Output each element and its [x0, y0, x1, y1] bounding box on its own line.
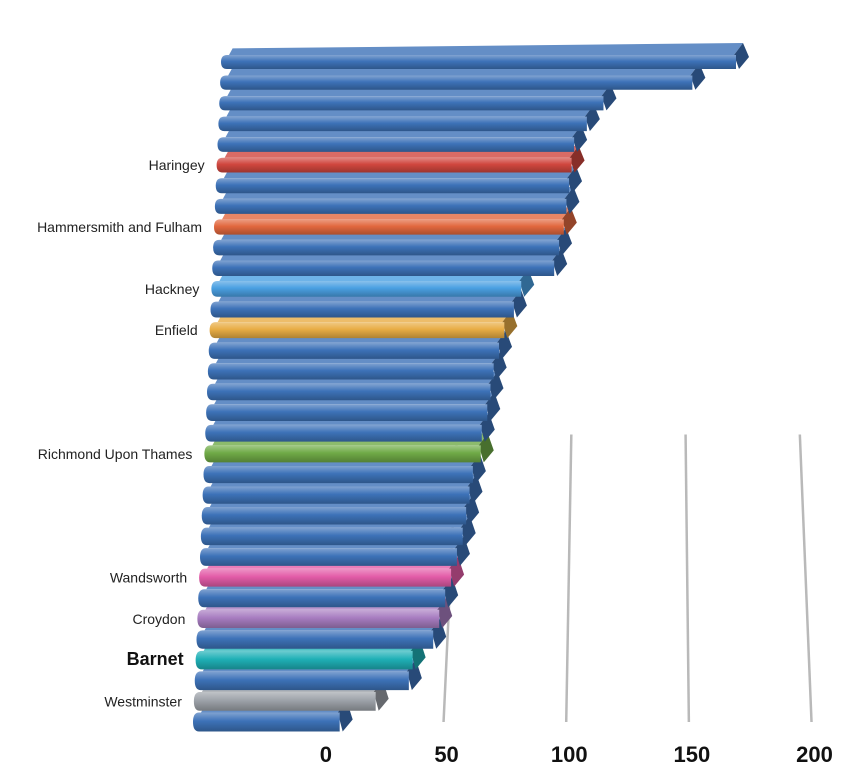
bar-end: [557, 227, 573, 256]
category-label-richmond-upon-thames: Richmond Upon Thames: [38, 446, 193, 462]
bar-end: [552, 248, 568, 277]
category-label-wandsworth: Wandsworth: [110, 570, 187, 586]
category-label-hackney: Hackney: [145, 281, 199, 297]
bar-face: [200, 527, 463, 546]
category-labels: Westminster Barnet Croydon Wandsworth Richmo…: [37, 157, 205, 709]
bar-end: [561, 207, 577, 235]
bar-face: [196, 630, 434, 649]
bar-face: [194, 671, 409, 691]
bar-face: [198, 589, 446, 608]
bar-face: [207, 363, 494, 380]
bar-face: [199, 568, 452, 587]
bar-end: [572, 125, 588, 152]
x-tick-label-50: 50: [434, 742, 458, 767]
bar-end: [690, 63, 706, 90]
bar-end: [569, 145, 585, 173]
x-axis-tick-labels: 0 50 100 150 200: [320, 742, 833, 767]
bar-face: [210, 301, 514, 318]
bar-face: [217, 137, 575, 152]
bar-face: [219, 96, 604, 111]
bars: [193, 43, 749, 732]
bar-face: [207, 383, 491, 401]
bar-face: [220, 75, 693, 90]
category-label-hammersmith-and-fulham: Hammersmith and Fulham: [37, 219, 202, 235]
bar: [221, 43, 749, 69]
x-tick-label-100: 100: [551, 742, 588, 767]
bar-face: [214, 198, 567, 214]
bar-end: [564, 186, 580, 214]
bar-end: [478, 433, 494, 463]
grid-line-200: [798, 434, 813, 723]
bar-face: [197, 609, 440, 628]
x-tick-label-150: 150: [674, 742, 711, 767]
category-label-westminster: Westminster: [104, 693, 182, 709]
bar-face: [202, 486, 470, 504]
bar-face: [214, 219, 564, 235]
bar-end: [511, 289, 527, 318]
category-label-haringey: Haringey: [149, 157, 205, 173]
bar-face: [193, 712, 340, 732]
grid-lines: [442, 434, 813, 723]
bar-face: [203, 465, 473, 484]
bar-top: [229, 43, 743, 55]
bar-face: [216, 157, 572, 173]
category-label-croydon: Croydon: [132, 611, 185, 627]
grid-line-150: [684, 434, 691, 723]
bar-face: [215, 178, 570, 194]
bar-face: [212, 260, 555, 277]
bar-face: [211, 281, 522, 297]
x-tick-label-0: 0: [320, 742, 332, 767]
bar-face: [218, 116, 587, 132]
bar-face: [201, 507, 467, 525]
bar-face: [206, 404, 488, 421]
category-label-barnet: Barnet: [127, 649, 184, 669]
bar-end: [567, 166, 583, 194]
bar-face: [213, 239, 560, 256]
bar-face: [204, 445, 481, 463]
bar-face: [209, 322, 505, 339]
bar-face: [193, 691, 376, 711]
bar-end: [584, 104, 600, 132]
x-tick-label-200: 200: [796, 742, 833, 767]
bar-face: [208, 342, 500, 359]
bar-face: [205, 424, 482, 442]
bar-face: [200, 548, 457, 566]
grid-line-100: [564, 434, 573, 723]
bar-end: [734, 43, 749, 69]
bar-face: [195, 650, 413, 670]
bar-face: [221, 55, 736, 69]
category-label-enfield: Enfield: [155, 322, 198, 338]
bar-end: [601, 84, 617, 111]
